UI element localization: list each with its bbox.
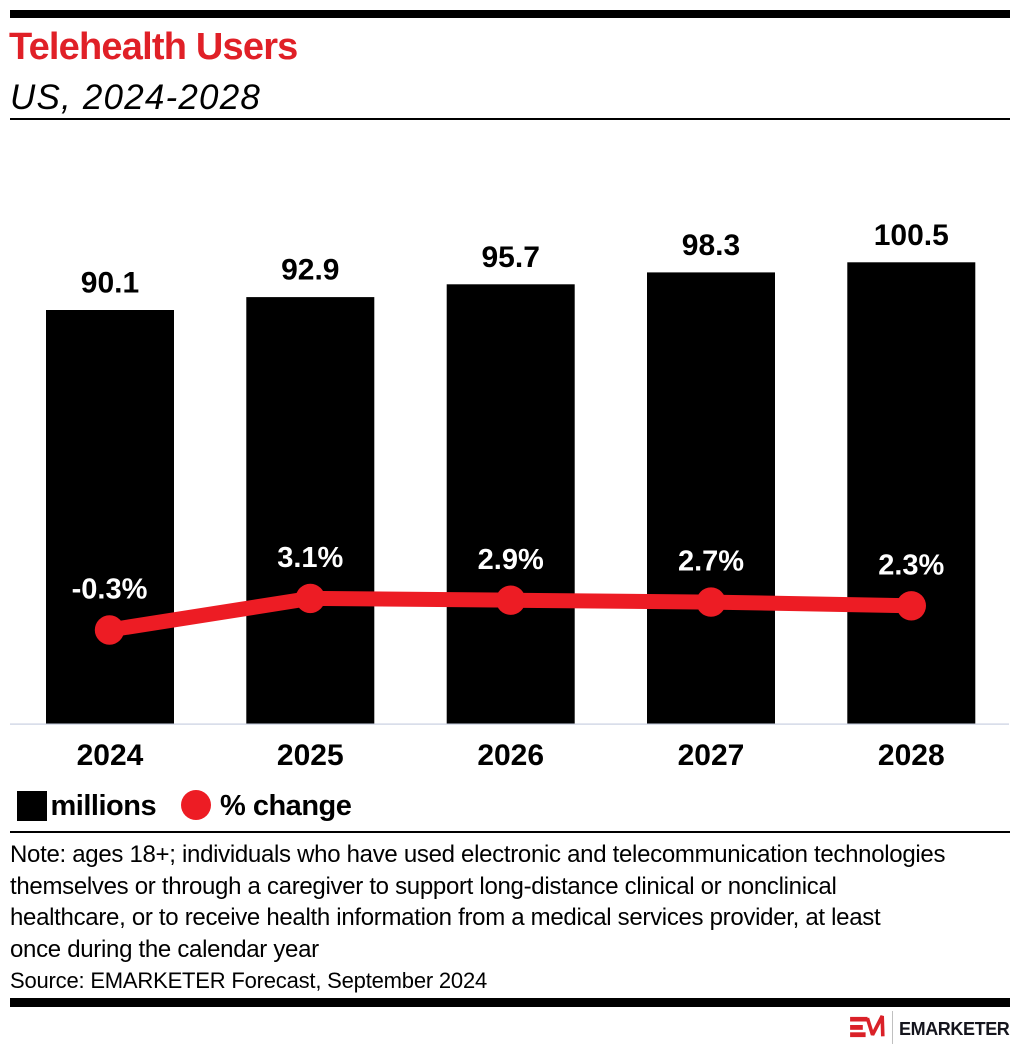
svg-text:98.3: 98.3: [682, 229, 740, 262]
svg-text:100.5: 100.5: [874, 219, 949, 252]
svg-text:92.9: 92.9: [281, 254, 339, 287]
svg-text:2026: 2026: [477, 739, 544, 772]
svg-text:2.7%: 2.7%: [678, 546, 744, 578]
svg-text:2.9%: 2.9%: [478, 544, 544, 576]
svg-text:2.3%: 2.3%: [878, 549, 944, 581]
svg-text:2027: 2027: [678, 739, 745, 772]
svg-text:90.1: 90.1: [81, 267, 139, 300]
svg-text:3.1%: 3.1%: [277, 542, 343, 574]
svg-text:95.7: 95.7: [482, 241, 540, 274]
svg-text:-0.3%: -0.3%: [72, 574, 148, 606]
svg-text:2028: 2028: [878, 739, 945, 772]
svg-text:2025: 2025: [277, 739, 344, 772]
svg-text:2024: 2024: [77, 739, 144, 772]
